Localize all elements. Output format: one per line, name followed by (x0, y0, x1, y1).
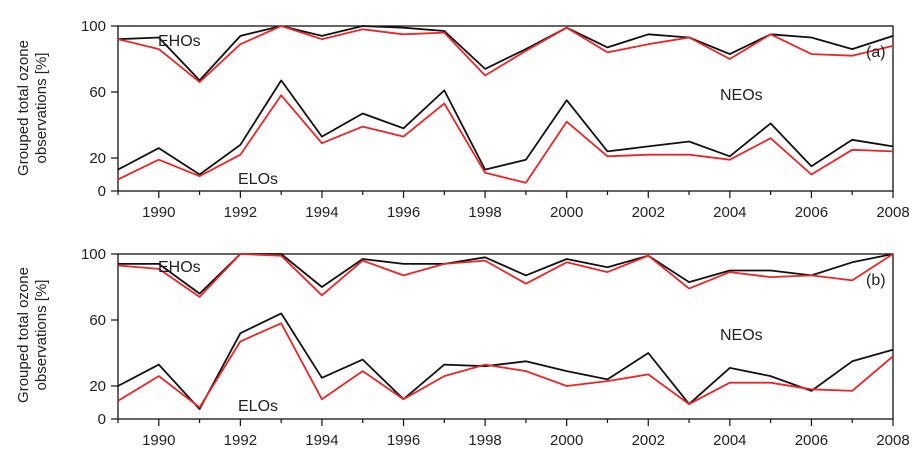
y-axis-label-b-line2: observations [%] (33, 280, 50, 391)
y-tick-label-a-1: 20 (89, 150, 106, 167)
annotation-a-neos: NEOs (720, 87, 763, 104)
x-tick-label-a-6: 2002 (632, 204, 665, 221)
y-tick-label-a-3: 100 (81, 18, 106, 35)
x-tick-label-b-9: 2008 (876, 432, 909, 449)
chart-panel-b: 0 20 60 100 1990 1992 1994 1996 1998 2000 2002 2004… (81, 246, 910, 449)
series-line-b-3 (117, 322, 894, 409)
series-line-b-2 (117, 312, 894, 411)
series-line-a-1 (117, 25, 894, 83)
annotation-b-elos: ELOs (238, 398, 278, 415)
x-tick-label-b-4: 1998 (468, 432, 501, 449)
x-tick-label-b-7: 2004 (713, 432, 746, 449)
y-axis-label-a: Grouped total ozone observations [%] (15, 40, 50, 176)
x-tick-label-a-0: 1990 (142, 204, 175, 221)
x-tick-label-a-5: 2000 (550, 204, 583, 221)
plot-frame-a (117, 25, 894, 192)
annotation-a-ehos: EHOs (158, 33, 201, 50)
y-tick-label-b-2: 60 (89, 312, 106, 329)
series-line-a-3 (117, 94, 894, 184)
y-axis-label-a-line2: observations [%] (33, 53, 50, 164)
series-line-a-0 (117, 25, 894, 82)
y-tick-label-b-1: 20 (89, 378, 106, 395)
y-axis-label-b-line1: Grouped total ozone (15, 267, 32, 403)
x-tick-label-b-2: 1994 (305, 432, 338, 449)
x-tick-label-a-3: 1996 (387, 204, 420, 221)
annotation-b-ehos: EHOs (158, 259, 201, 276)
series-line-b-1 (117, 253, 894, 298)
panel-label-a: (a) (866, 44, 886, 61)
y-tick-label-a-0: 0 (98, 183, 106, 200)
series-line-a-2 (117, 79, 894, 176)
x-tick-label-a-2: 1994 (305, 204, 338, 221)
x-tick-label-a-7: 2004 (713, 204, 746, 221)
annotation-a-elos: ELOs (238, 171, 278, 188)
x-tick-label-b-1: 1992 (224, 432, 257, 449)
y-axis-label-a-line1: Grouped total ozone (15, 40, 32, 176)
y-axis-label-b: Grouped total ozone observations [%] (15, 267, 50, 403)
annotation-b-neos: NEOs (720, 327, 763, 344)
plot-frame-b (117, 253, 894, 420)
panel-label-b: (b) (866, 272, 886, 289)
x-tick-label-b-0: 1990 (142, 432, 175, 449)
y-tick-label-b-0: 0 (98, 411, 106, 428)
x-tick-label-b-8: 2006 (795, 432, 828, 449)
x-tick-label-b-5: 2000 (550, 432, 583, 449)
chart-panel-a: 0 20 60 100 1990 1992 1994 1996 1998 2000 2002 2004… (81, 18, 910, 221)
x-tick-label-b-6: 2002 (632, 432, 665, 449)
x-tick-label-a-9: 2008 (876, 204, 909, 221)
x-tick-label-b-3: 1996 (387, 432, 420, 449)
x-tick-label-a-4: 1998 (468, 204, 501, 221)
y-tick-label-b-3: 100 (81, 246, 106, 263)
x-tick-label-a-8: 2006 (795, 204, 828, 221)
x-tick-label-a-1: 1992 (224, 204, 257, 221)
y-tick-label-a-2: 60 (89, 84, 106, 101)
